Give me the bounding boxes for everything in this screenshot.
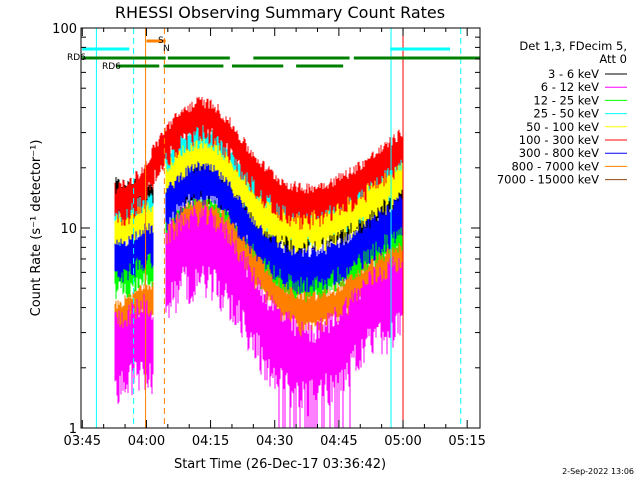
x-tick-label: 04:00 [128, 434, 165, 449]
x-tick-label: 04:45 [320, 434, 357, 449]
series-trace-6to12keV-dropouts [278, 327, 351, 428]
legend-entry-label: 3 - 6 keV [548, 67, 599, 81]
flag-label-rate-decimation: RD6 [102, 62, 121, 72]
y-tick-label: 10 [60, 222, 77, 237]
x-tick-label: 05:00 [384, 434, 421, 449]
legend-header-line-1: Det 1,3, FDecim 5, [519, 39, 627, 53]
chart-title: RHESSI Observing Summary Count Rates [115, 3, 445, 22]
data-layer [95, 28, 462, 428]
x-axis-label: Start Time (26-Dec-17 03:36:42) [174, 457, 386, 472]
x-tick-label: 05:15 [448, 434, 485, 449]
series-trace-100to300keV [114, 96, 404, 230]
legend-entry-label: 50 - 100 keV [526, 120, 599, 134]
flags-layer: SN RD6 RD6 [67, 36, 480, 72]
flag-label-decimation: RD6 [67, 53, 86, 63]
y-tick-label: 1 [69, 422, 77, 437]
legend-entry-label: 25 - 50 keV [533, 107, 599, 121]
axis-layer: 03:45 04:00 04:15 04:30 04:45 05:00 05:15 1 10 10… [52, 22, 486, 449]
legend-header-line-2: Att 0 [599, 52, 627, 66]
x-tick-label: 04:15 [192, 434, 229, 449]
legend-entry-label: 7000 - 15000 keV [497, 173, 599, 187]
y-axis-label: Count Rate (s⁻¹ detector⁻¹) [29, 140, 44, 317]
series-trace-300to800keV [114, 161, 404, 295]
legend-entry-label: 100 - 300 keV [519, 133, 599, 147]
flag-label-night: N [163, 44, 170, 54]
flag-label-saa: S [158, 36, 164, 46]
y-tick-label: 100 [52, 22, 77, 37]
legend-entry-label: 300 - 800 keV [519, 146, 599, 160]
date-stamp: 2-Sep-2022 13:06 [562, 467, 634, 476]
x-tick-label: 03:45 [64, 434, 101, 449]
legend-entry-label: 6 - 12 keV [541, 80, 599, 94]
legend-entry-label: 800 - 7000 keV [511, 159, 599, 173]
x-tick-label: 04:30 [256, 434, 293, 449]
legend-entry-label: 12 - 25 keV [533, 93, 599, 107]
